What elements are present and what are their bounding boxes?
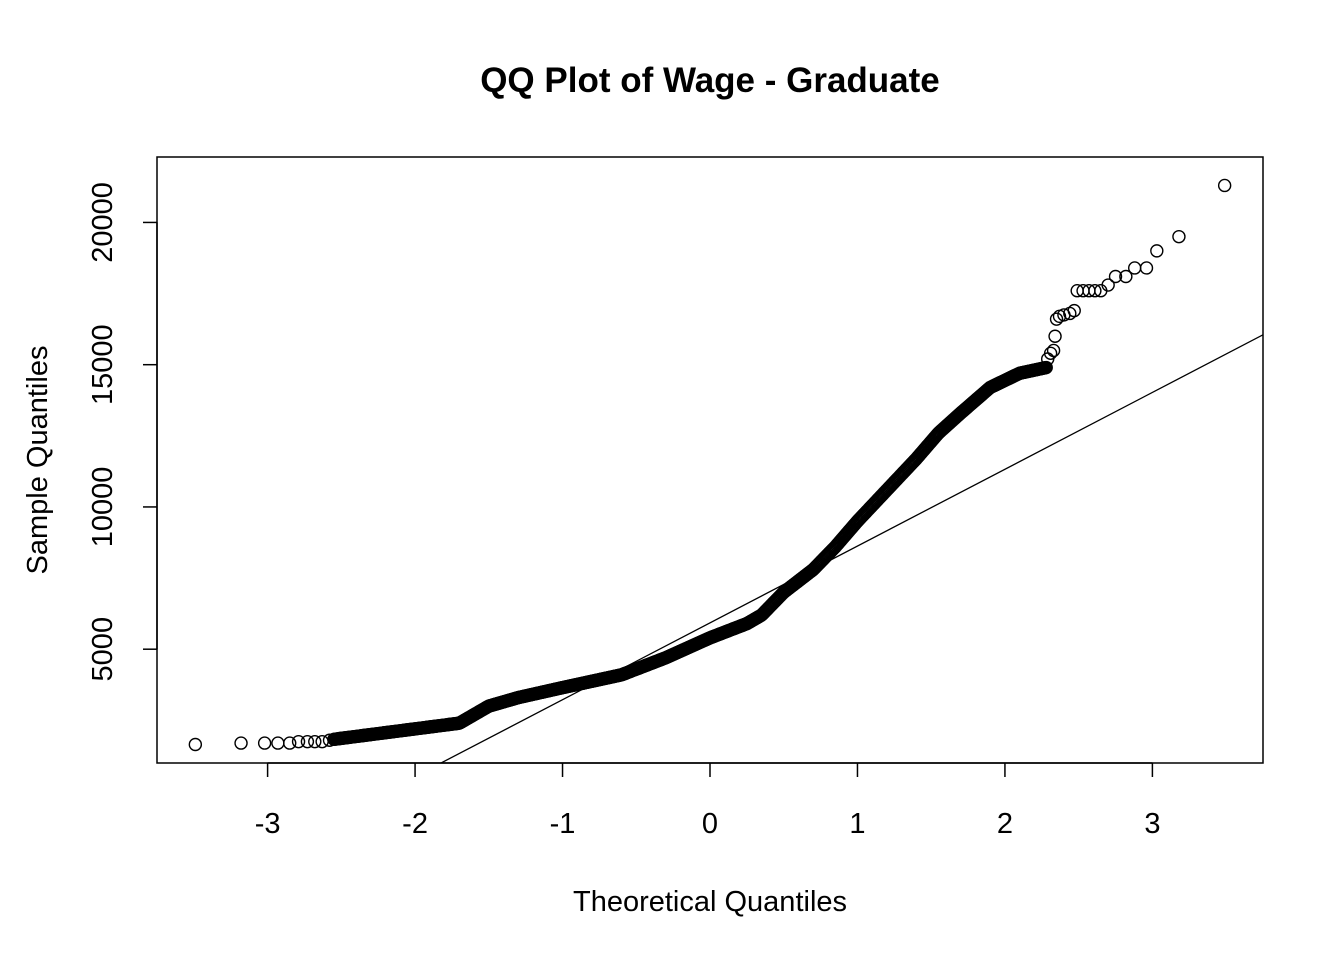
x-tick-label: -1 (550, 808, 576, 840)
x-tick-label: -3 (255, 808, 281, 840)
data-point (1108, 269, 1123, 284)
data-point (308, 734, 322, 749)
x-axis: -3 -2 -1 0 1 2 3 (255, 762, 1160, 840)
y-axis-label: Sample Quantiles (22, 346, 54, 575)
plot-frame (156, 156, 1264, 764)
y-axis: 5000 10000 15000 20000 (87, 182, 158, 682)
data-point (1039, 360, 1053, 375)
data-point (1043, 346, 1058, 361)
y-tick-label: 5000 (87, 617, 119, 682)
data-point (1101, 278, 1115, 292)
y-tick-label: 20000 (87, 182, 119, 263)
data-point (1150, 244, 1164, 258)
x-tick-label: 0 (702, 808, 718, 840)
data-point (300, 734, 315, 749)
data-point (1049, 312, 1064, 326)
data-point (1088, 284, 1102, 298)
x-tick-label: -2 (402, 808, 428, 840)
data-point (1067, 303, 1081, 318)
chart-title: QQ Plot of Wage - Graduate (480, 61, 940, 100)
data-point (1119, 269, 1133, 284)
reference-line (439, 334, 1263, 763)
data-point (1172, 229, 1186, 244)
x-axis-label: Theoretical Quantiles (573, 886, 847, 918)
data-point (291, 734, 306, 749)
data-point (1046, 343, 1061, 358)
x-tick-label: 3 (1144, 808, 1160, 840)
data-point (283, 736, 297, 750)
y-tick-label: 15000 (87, 324, 119, 405)
data-point (188, 737, 203, 752)
data-points (188, 178, 1232, 752)
data-point (1048, 329, 1062, 343)
data-point (1128, 261, 1142, 275)
data-point (234, 736, 248, 750)
y-tick-label: 10000 (87, 467, 119, 548)
reference-line-group (439, 334, 1263, 763)
data-point (1139, 261, 1154, 275)
data-point (257, 736, 272, 750)
data-point (1217, 178, 1232, 193)
data-point (271, 736, 285, 750)
x-tick-label: 1 (849, 808, 865, 840)
x-tick-label: 2 (997, 808, 1013, 840)
